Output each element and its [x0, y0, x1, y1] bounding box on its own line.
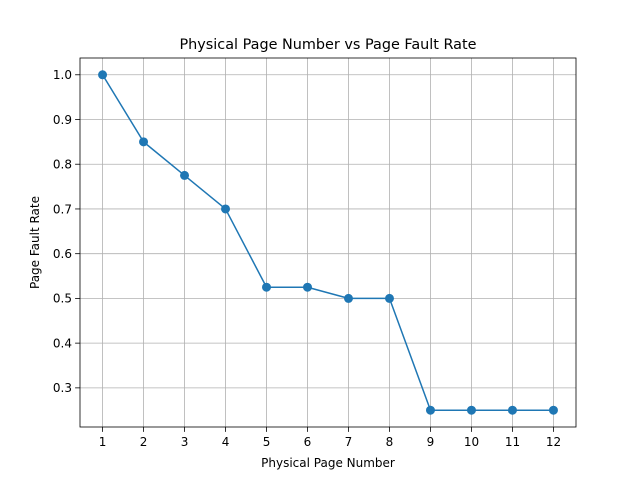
y-tick-label: 0.8 [53, 158, 72, 172]
chart-title: Physical Page Number vs Page Fault Rate [179, 37, 476, 53]
data-point [221, 204, 231, 214]
data-point [548, 405, 558, 415]
series-line [101, 74, 554, 411]
data-point [466, 405, 476, 415]
y-tick-label: 0.7 [53, 202, 72, 216]
data-point [343, 293, 353, 303]
x-tick-label: 5 [263, 435, 271, 449]
y-tick-label: 0.4 [53, 336, 72, 350]
data-point [262, 282, 272, 292]
x-tick-label: 12 [546, 435, 561, 449]
x-tick-label: 11 [505, 435, 520, 449]
y-tick-label: 1.0 [53, 68, 72, 82]
data-point [425, 405, 435, 415]
x-tick-label: 4 [222, 435, 230, 449]
data-point [303, 282, 313, 292]
data-point [180, 170, 190, 180]
x-tick-label: 10 [464, 435, 479, 449]
x-tick-label: 9 [427, 435, 435, 449]
data-point [98, 70, 108, 80]
x-tick-label: 3 [181, 435, 189, 449]
x-tick-label: 1 [99, 435, 107, 449]
y-tick-label: 0.3 [53, 381, 72, 395]
grid-lines [80, 58, 576, 427]
axis-ticks: 1 2 3 4 5 6 7 8 9 10 11 120.30.40.50.60.70.80.91.0 [53, 68, 561, 449]
plot-area-frame [79, 57, 577, 428]
data-point [139, 137, 149, 147]
data-point [384, 293, 394, 303]
y-axis-label: Page Fault Rate [28, 196, 42, 289]
x-tick-label: 8 [386, 435, 394, 449]
y-tick-label: 0.9 [53, 113, 72, 127]
x-tick-label: 2 [140, 435, 148, 449]
y-tick-label: 0.6 [53, 247, 72, 261]
x-axis-label: Physical Page Number [261, 456, 395, 470]
x-tick-label: 6 [304, 435, 312, 449]
data-series [98, 70, 558, 415]
x-tick-label: 7 [345, 435, 353, 449]
y-tick-label: 0.5 [53, 292, 72, 306]
data-point [507, 405, 517, 415]
